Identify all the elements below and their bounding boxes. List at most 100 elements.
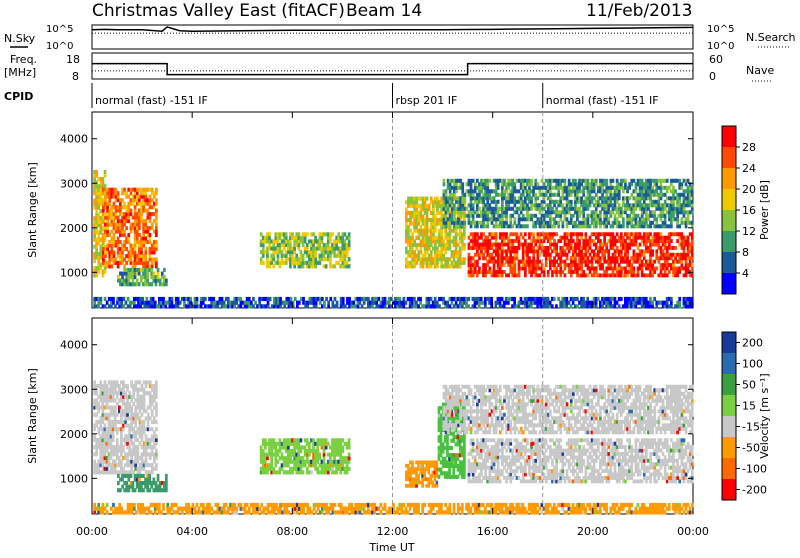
data-cell <box>130 209 133 213</box>
data-cell <box>664 221 667 225</box>
data-cell <box>149 219 152 223</box>
data-cell <box>327 304 330 308</box>
data-cell <box>570 267 573 271</box>
data-cell <box>522 236 525 240</box>
data-cell <box>589 236 592 240</box>
data-cell <box>505 232 508 236</box>
data-cell <box>489 179 492 183</box>
data-cell <box>651 263 654 267</box>
data-cell <box>418 254 421 258</box>
data-cell <box>371 304 374 308</box>
data-cell <box>681 260 684 264</box>
data-cell <box>465 301 468 305</box>
data-cell <box>132 402 135 406</box>
data-cell <box>530 243 533 247</box>
data-cell <box>566 256 569 260</box>
data-cell <box>626 273 629 277</box>
colorbar-tick-label: 8 <box>742 246 749 259</box>
data-cell <box>585 253 588 257</box>
data-cell <box>100 301 103 305</box>
data-cell <box>134 463 137 467</box>
data-cell <box>134 244 137 248</box>
data-cell <box>290 297 293 301</box>
data-cell <box>582 270 585 274</box>
data-cell <box>151 409 154 413</box>
data-cell <box>549 189 552 193</box>
data-cell <box>267 304 270 308</box>
data-cell <box>155 247 158 251</box>
data-cell <box>113 251 116 255</box>
data-cell <box>664 200 667 204</box>
data-cell <box>102 273 105 277</box>
data-cell <box>285 232 288 236</box>
data-cell <box>266 470 269 474</box>
data-cell <box>461 304 464 308</box>
data-cell <box>566 224 569 228</box>
data-cell <box>524 186 527 190</box>
data-cell <box>436 197 439 201</box>
data-cell <box>664 270 667 274</box>
freq-tick-bottom: 8 <box>72 70 79 83</box>
data-cell <box>568 249 571 253</box>
data-cell <box>120 416 123 420</box>
data-cell <box>139 304 142 308</box>
data-cell <box>557 297 560 301</box>
data-cell <box>687 253 690 257</box>
data-cell <box>333 250 336 254</box>
data-cell <box>430 254 433 258</box>
data-cell <box>419 301 422 305</box>
data-cell <box>95 174 98 178</box>
colorbar-tick-label: 24 <box>742 162 756 175</box>
data-cell <box>359 301 362 305</box>
data-cell <box>434 229 437 233</box>
data-cell <box>526 253 529 257</box>
data-cell <box>651 186 654 190</box>
data-cell <box>595 301 598 305</box>
data-cell <box>497 186 500 190</box>
data-cell <box>507 236 510 240</box>
data-cell <box>633 210 636 214</box>
data-cell <box>618 196 621 200</box>
data-cell <box>628 246 631 250</box>
nsky-right-tick-bottom: 10^0 <box>707 41 734 52</box>
data-cell <box>587 249 590 253</box>
data-cell <box>614 263 617 267</box>
data-cell <box>495 239 498 243</box>
data-cell <box>635 186 638 190</box>
data-cell <box>144 247 147 251</box>
nsky-left-tick-bottom: 10^0 <box>46 41 73 52</box>
data-cell <box>116 452 119 456</box>
data-cell <box>463 261 466 265</box>
data-cell <box>196 301 199 305</box>
data-cell <box>549 256 552 260</box>
nsky-right-tick-top: 10^5 <box>707 24 734 35</box>
data-cell <box>480 189 483 193</box>
data-cell <box>551 304 554 308</box>
data-cell <box>95 424 98 428</box>
data-cell <box>449 224 452 228</box>
data-cell <box>277 239 280 243</box>
data-cell <box>530 304 533 308</box>
data-cell <box>493 263 496 267</box>
data-cell <box>149 456 152 460</box>
data-cell <box>449 247 452 251</box>
data-cell <box>155 467 158 471</box>
data-cell <box>155 209 158 213</box>
data-cell <box>651 221 654 225</box>
data-cell <box>125 191 128 195</box>
data-cell <box>428 207 431 211</box>
data-cell <box>666 260 669 264</box>
data-cell <box>464 200 467 204</box>
data-cell <box>676 217 679 221</box>
data-cell <box>134 409 137 413</box>
data-cell <box>501 203 504 207</box>
data-cell <box>138 226 141 230</box>
data-cell <box>559 263 562 267</box>
data-cell <box>691 256 694 260</box>
data-cell <box>144 251 147 255</box>
data-cell <box>268 243 271 247</box>
data-cell <box>430 250 433 254</box>
data-cell <box>626 189 629 193</box>
nave-tick-bottom: 0 <box>709 70 716 83</box>
data-cell <box>493 267 496 271</box>
